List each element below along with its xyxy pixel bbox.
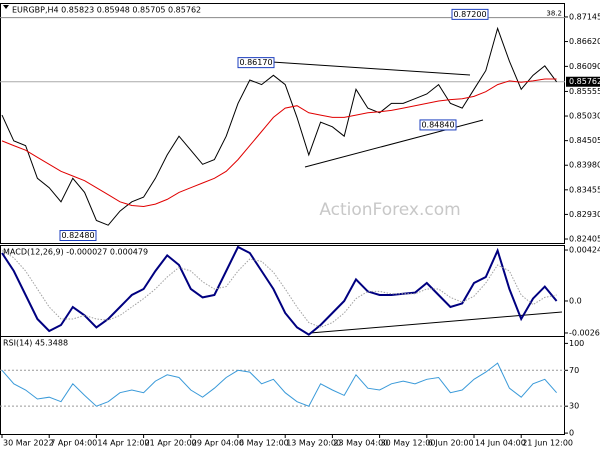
x-tick-label: 6 Jun 20:00 [428,439,474,448]
price-label: 0.87200 [453,10,486,19]
price-label: 0.82480 [61,231,94,240]
series-line [1,78,557,208]
y-tick-label: 0.87145 [569,12,600,21]
price-label: 0.86170 [239,58,272,67]
watermark: ActionForex.com [319,200,460,220]
y-tick-label: 0.83455 [569,185,600,194]
y-tick-label: 0.85555 [569,87,600,96]
x-tick-label: 14 Jun 04:00 [475,439,526,448]
panel-border [0,3,565,244]
y-tick-label: 0.82930 [569,210,600,219]
x-tick-label: 30 May 12:00 [381,439,436,448]
price-label-box [59,230,97,242]
x-tick-label: 21 Apr 20:00 [145,439,197,448]
fib-label: 38.2 [546,10,562,18]
series-line [1,245,558,336]
y-tick-label: 0.85030 [569,112,600,121]
series-line [1,26,558,226]
x-tick-label: 23 May 04:00 [333,439,388,448]
y-tick-label: 0.0 [569,296,582,305]
y-tick-label: 0.82405 [569,235,600,244]
y-tick-label: 100 [569,339,584,348]
trendline [271,61,471,76]
x-tick-label: 29 Apr 04:00 [192,439,244,448]
panel-title: RSI(14) 45.3488 [3,339,68,348]
y-tick-label: 0 [569,429,574,438]
x-tick-label: 6 May 12:00 [239,439,289,448]
panel-border [0,336,565,435]
y-tick-label: 0.84505 [569,136,600,145]
y-tick-label: -0.002667 [569,328,600,337]
panel-title: EURGBP,H4 0.85823 0.85948 0.85705 0.8576… [12,6,201,15]
y-tick-label: 30 [569,402,579,411]
panel-title: MACD(12,26,9) -0.000027 0.000479 [3,248,148,257]
series-line [1,362,557,407]
x-tick-label: 30 Mar 2022 [3,439,54,448]
y-tick-label: 0.86090 [569,62,600,71]
menu-arrow [3,5,9,9]
last-price-box [566,76,600,87]
price-label-box [451,8,489,20]
series-line [1,250,557,328]
y-tick-label: 0.86620 [569,37,600,46]
x-tick-label: 21 Jun 12:00 [522,439,573,448]
y-tick-label: 0.004248 [569,246,600,255]
y-tick-label: 0.83980 [569,161,600,170]
last-price-label: 0.85762 [569,77,600,86]
price-label: 0.84840 [421,120,454,129]
price-label-box [419,119,457,131]
x-tick-label: 13 May 20:00 [286,439,341,448]
x-tick-label: 14 Apr 12:00 [97,439,149,448]
y-tick-label: 70 [569,366,579,375]
price-label-box [237,57,275,69]
x-tick-label: 7 Apr 04:00 [50,439,97,448]
